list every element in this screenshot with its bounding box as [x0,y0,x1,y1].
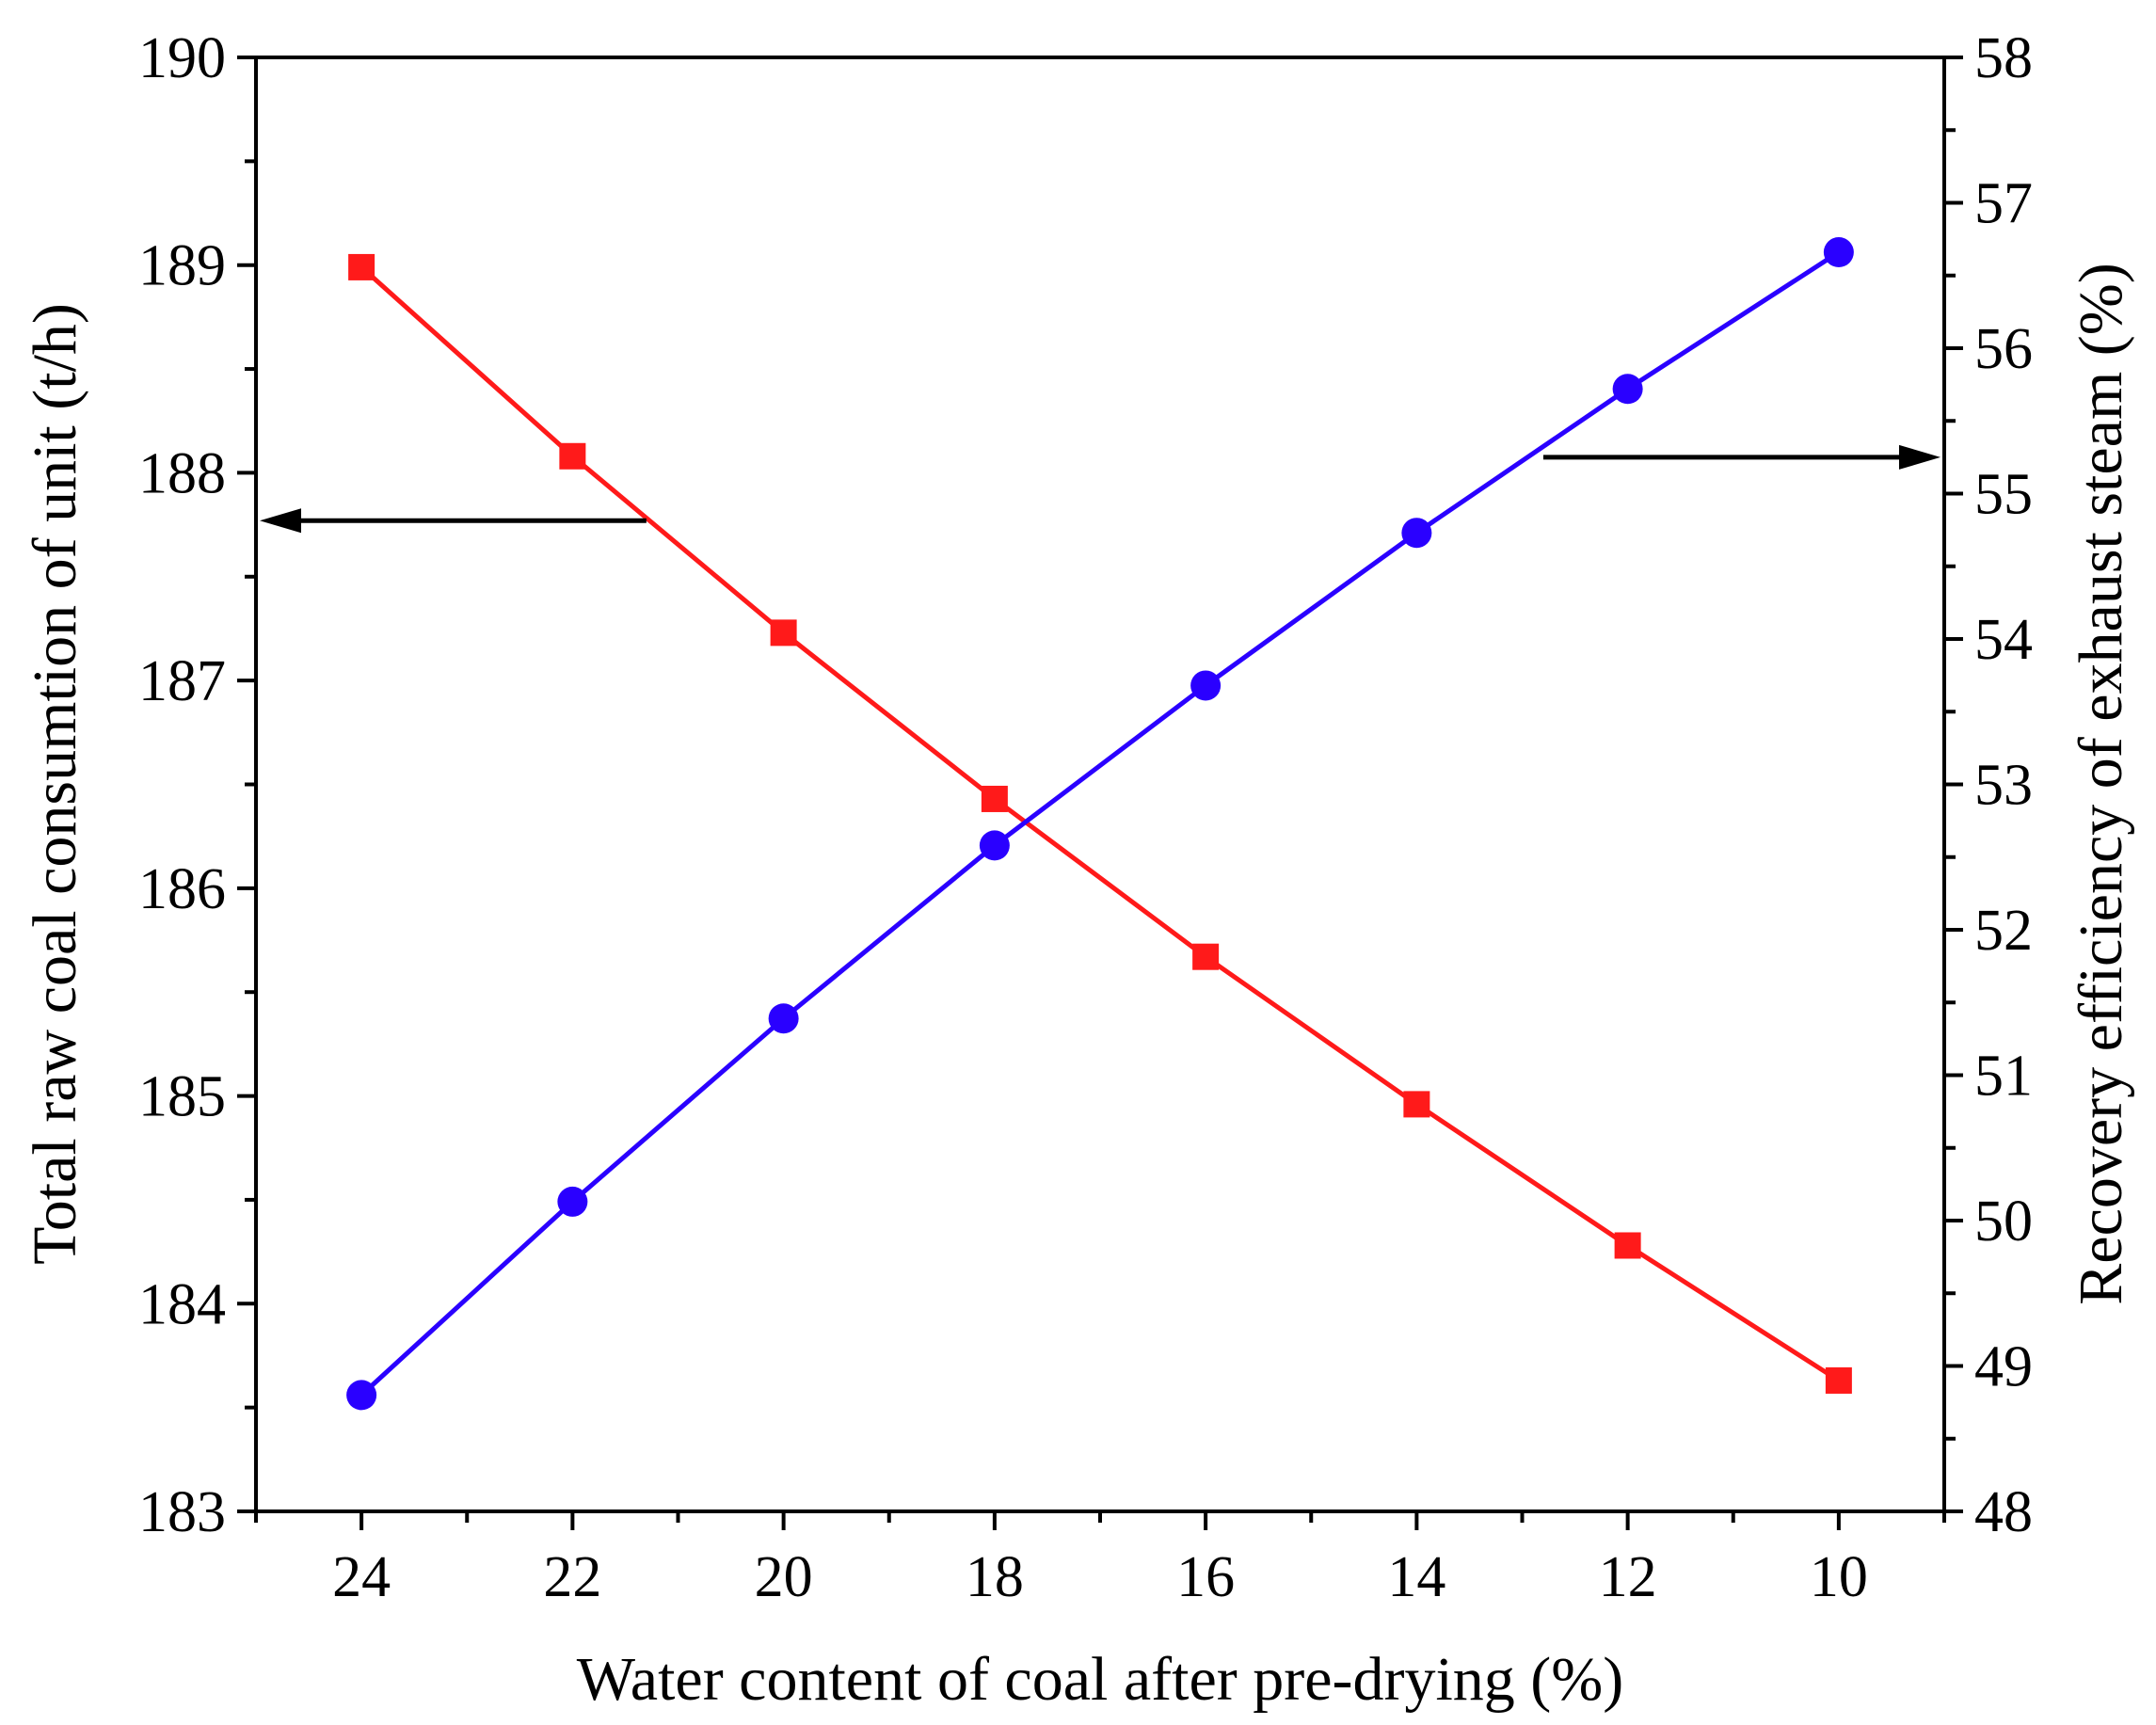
recovery-efficiency-point [1401,518,1432,549]
right-tick-label: 48 [1974,1480,2033,1544]
right-tick-label: 56 [1974,317,2033,381]
series-layer [346,237,1854,1411]
coal-consumption-point [1192,943,1220,970]
x-tick-label: 18 [966,1545,1024,1609]
x-tick-label: 24 [332,1545,391,1609]
x-axis-title: Water content of coal after pre-drying (… [577,1645,1623,1714]
left-tick-label: 187 [138,649,226,713]
left-tick-label: 186 [138,857,226,921]
recovery-efficiency-point [1190,670,1222,701]
right-tick-label: 50 [1974,1190,2033,1254]
plot-frame [254,56,1946,1513]
right-tick-label: 55 [1974,463,2033,527]
x-tick-label: 14 [1387,1545,1445,1609]
coal-consumption-point [348,253,375,280]
right-tick-label: 49 [1974,1335,2033,1399]
x-axis-ticks: 24 22 20 18 16 14 12 10 [254,1511,1946,1609]
series-line-recovery-efficiency [359,249,1841,1398]
recovery-efficiency-point [1612,374,1643,405]
recovery-efficiency-point [557,1186,588,1217]
arrow-left-head [260,508,301,534]
recovery-efficiency-point [346,1380,377,1411]
left-tick-label: 185 [138,1065,226,1129]
coal-consumption-point [770,619,797,647]
x-tick-label: 20 [755,1545,813,1609]
recovery-efficiency-point [1823,237,1854,268]
series-line-coal-consumption [359,265,1841,1383]
right-tick-label: 52 [1974,899,2033,963]
right-tick-label: 57 [1974,172,2033,236]
right-tick-label: 54 [1974,608,2033,672]
right-tick-label: 53 [1974,754,2033,818]
recovery-efficiency-point [979,830,1010,861]
coal-consumption-point [1614,1232,1641,1259]
left-tick-label: 184 [138,1272,226,1336]
coal-consumption-point [1825,1366,1852,1394]
right-y-axis-ticks: 48 49 50 51 52 53 54 55 56 57 58 [1944,26,2033,1544]
x-tick-label: 10 [1810,1545,1868,1609]
arrow-right-head [1899,444,1940,470]
left-y-axis-ticks: 183 184 185 186 187 188 189 190 [138,26,256,1544]
left-tick-label: 190 [138,26,226,90]
coal-consumption-point [1403,1091,1430,1118]
annotation-layer [260,444,1940,534]
x-tick-label: 12 [1599,1545,1657,1609]
right-y-axis-title: Recovery efficiency of exhaust steam (%) [2067,263,2135,1304]
x-tick-label: 16 [1176,1545,1235,1609]
left-tick-label: 188 [138,441,226,505]
left-tick-label: 189 [138,234,226,298]
right-tick-label: 58 [1974,26,2033,90]
right-tick-label: 51 [1974,1045,2033,1109]
coal-consumption-point [981,785,1008,812]
recovery-efficiency-point [768,1003,799,1034]
left-tick-label: 183 [138,1480,226,1544]
x-tick-label: 22 [543,1545,601,1609]
coal-consumption-point [559,442,586,470]
left-y-axis-title: Total raw coal consumtion of unit (t/h) [21,303,89,1265]
